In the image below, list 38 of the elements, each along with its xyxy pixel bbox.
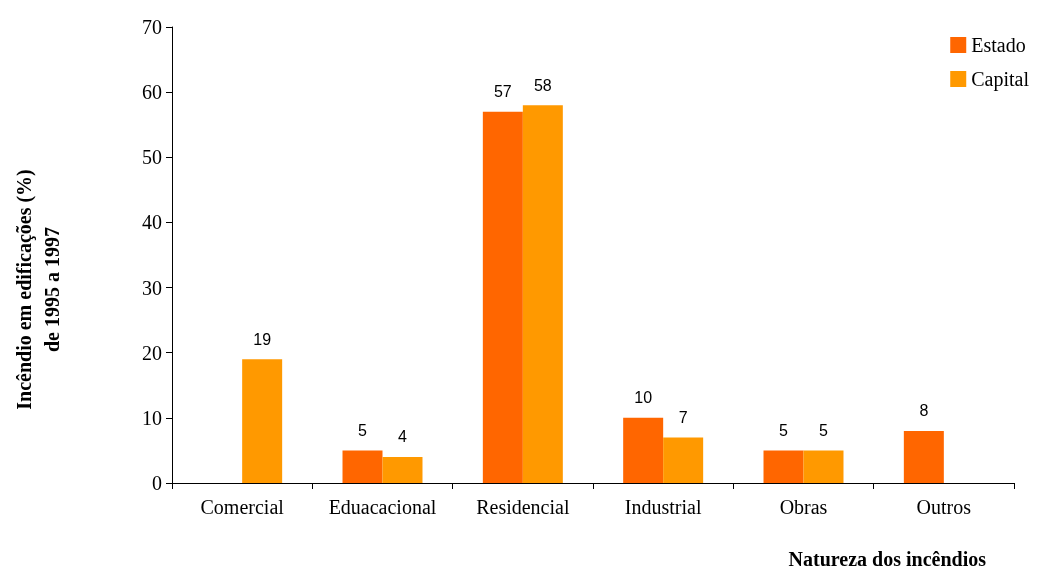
bar — [242, 359, 283, 483]
y-tick-label: 60 — [142, 81, 162, 104]
bar — [623, 417, 664, 483]
data-label: 8 — [919, 402, 929, 420]
data-label: 57 — [493, 83, 512, 101]
data-label: 5 — [819, 421, 829, 439]
x-axis-title: Natureza dos incêndios — [788, 548, 987, 570]
y-tick-label: 10 — [142, 406, 162, 429]
bar — [482, 111, 523, 483]
bar — [663, 437, 704, 483]
x-tick-label: Comercial — [200, 496, 285, 518]
data-label: 5 — [779, 421, 789, 439]
data-label: 5 — [358, 421, 368, 439]
y-tick-label: 0 — [152, 472, 162, 494]
bar — [342, 450, 383, 483]
y-tick-label: 50 — [142, 146, 162, 169]
bar — [382, 456, 423, 483]
x-tick-label: Eduacacional — [328, 496, 437, 518]
data-label: 4 — [398, 428, 408, 446]
x-tick-label: Industrial — [624, 496, 702, 518]
y-tick-label: 30 — [142, 276, 162, 299]
data-label: 7 — [678, 408, 688, 426]
bar — [803, 450, 844, 483]
y-tick-label: 70 — [142, 16, 162, 38]
bar — [763, 450, 804, 483]
y-tick-label: 20 — [142, 341, 162, 364]
x-tick-label: Outros — [916, 496, 972, 518]
data-label: 58 — [533, 76, 552, 94]
bar — [522, 105, 563, 483]
x-tick-label: Obras — [779, 496, 828, 518]
x-tick-label: Residencial — [476, 496, 570, 518]
y-axis-title: Incêndio em edificações (%) de 1995 a 1997 — [13, 169, 63, 410]
legend-label: Estado — [971, 34, 1026, 56]
data-label: 19 — [253, 330, 272, 348]
y-tick-label: 40 — [142, 211, 162, 234]
data-label: 10 — [634, 389, 653, 407]
legend-label: Capital — [971, 68, 1030, 91]
bar — [903, 430, 944, 483]
